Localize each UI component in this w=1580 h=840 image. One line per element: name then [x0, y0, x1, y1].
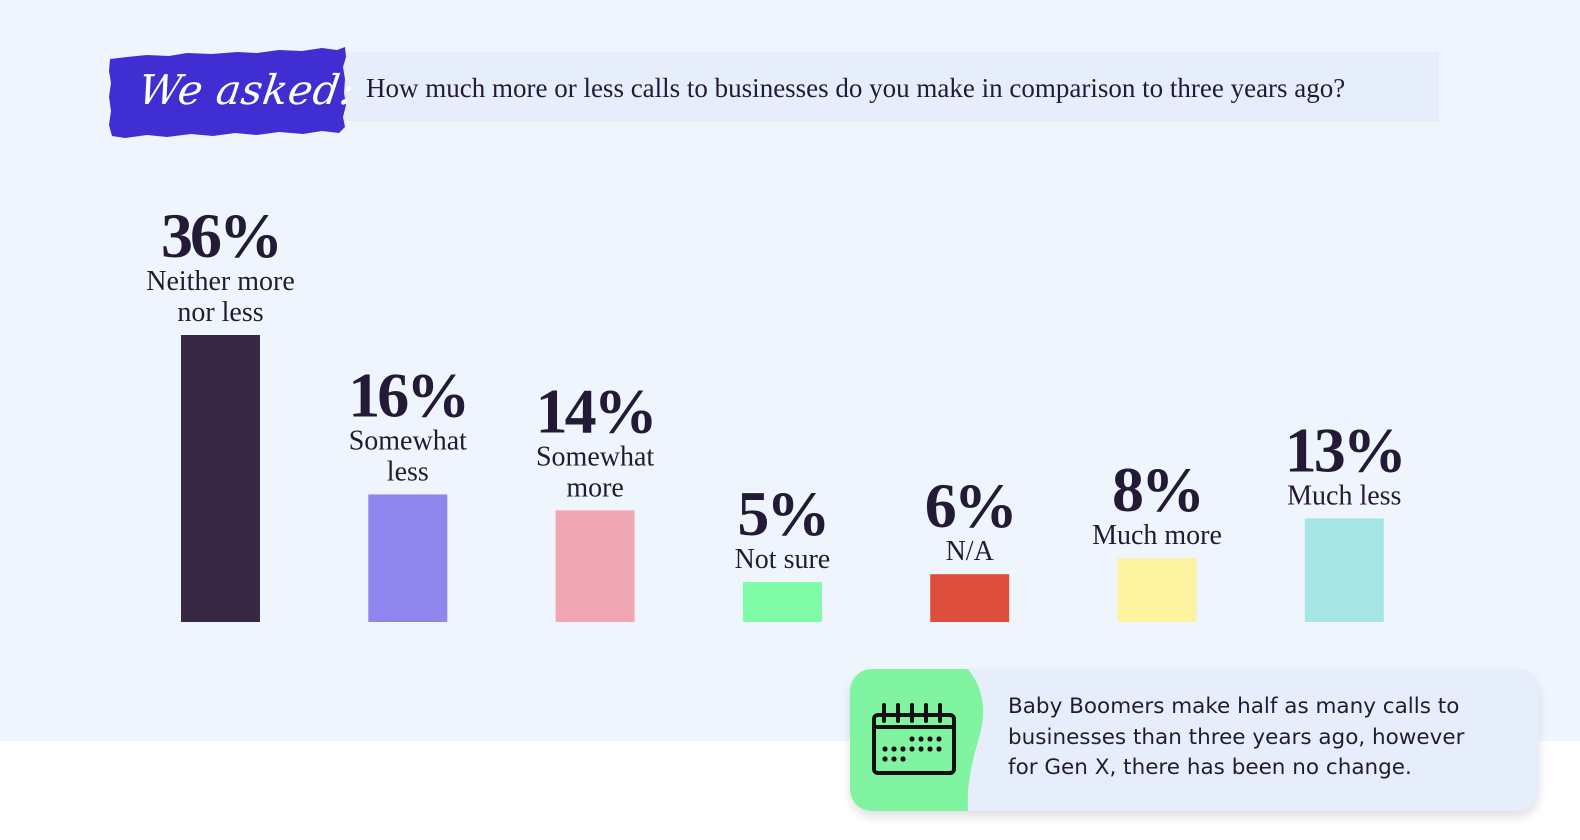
question-banner	[330, 52, 1439, 121]
category-label: less	[387, 456, 429, 487]
bar-n-a	[930, 574, 1010, 622]
bar-not-sure	[742, 582, 822, 622]
value-label: 14%	[536, 375, 655, 446]
category-label: Much less	[1287, 480, 1401, 511]
category-label: Much more	[1092, 520, 1222, 551]
category-label: nor less	[177, 297, 263, 328]
value-label: 8%	[1112, 454, 1202, 525]
value-label: 13%	[1285, 414, 1404, 485]
category-label: Somewhat	[349, 425, 467, 456]
bar-neither-more-nor-less	[181, 335, 260, 622]
value-label: 16%	[348, 359, 467, 430]
category-label: Neither more	[146, 266, 295, 297]
category-label: Not sure	[735, 544, 831, 575]
brush-stroke-badge	[109, 47, 346, 138]
calendar-icon	[850, 669, 984, 811]
insight-card: Baby Boomers make half as many calls to …	[850, 669, 1539, 811]
category-label: N/A	[946, 536, 995, 567]
bar-much-less	[1304, 518, 1384, 622]
bar-somewhat-more	[555, 510, 635, 622]
insight-text: Baby Boomers make half as many calls to …	[1008, 694, 1465, 780]
bar-much-more	[1117, 558, 1197, 622]
value-label: 36%	[161, 200, 280, 271]
category-label: more	[566, 472, 624, 503]
bar-somewhat-less	[368, 494, 448, 622]
value-label: 6%	[925, 470, 1015, 541]
value-label: 5%	[737, 478, 827, 549]
question-text: How much more or less calls to businesse…	[366, 73, 1346, 103]
category-label: Somewhat	[536, 441, 654, 472]
